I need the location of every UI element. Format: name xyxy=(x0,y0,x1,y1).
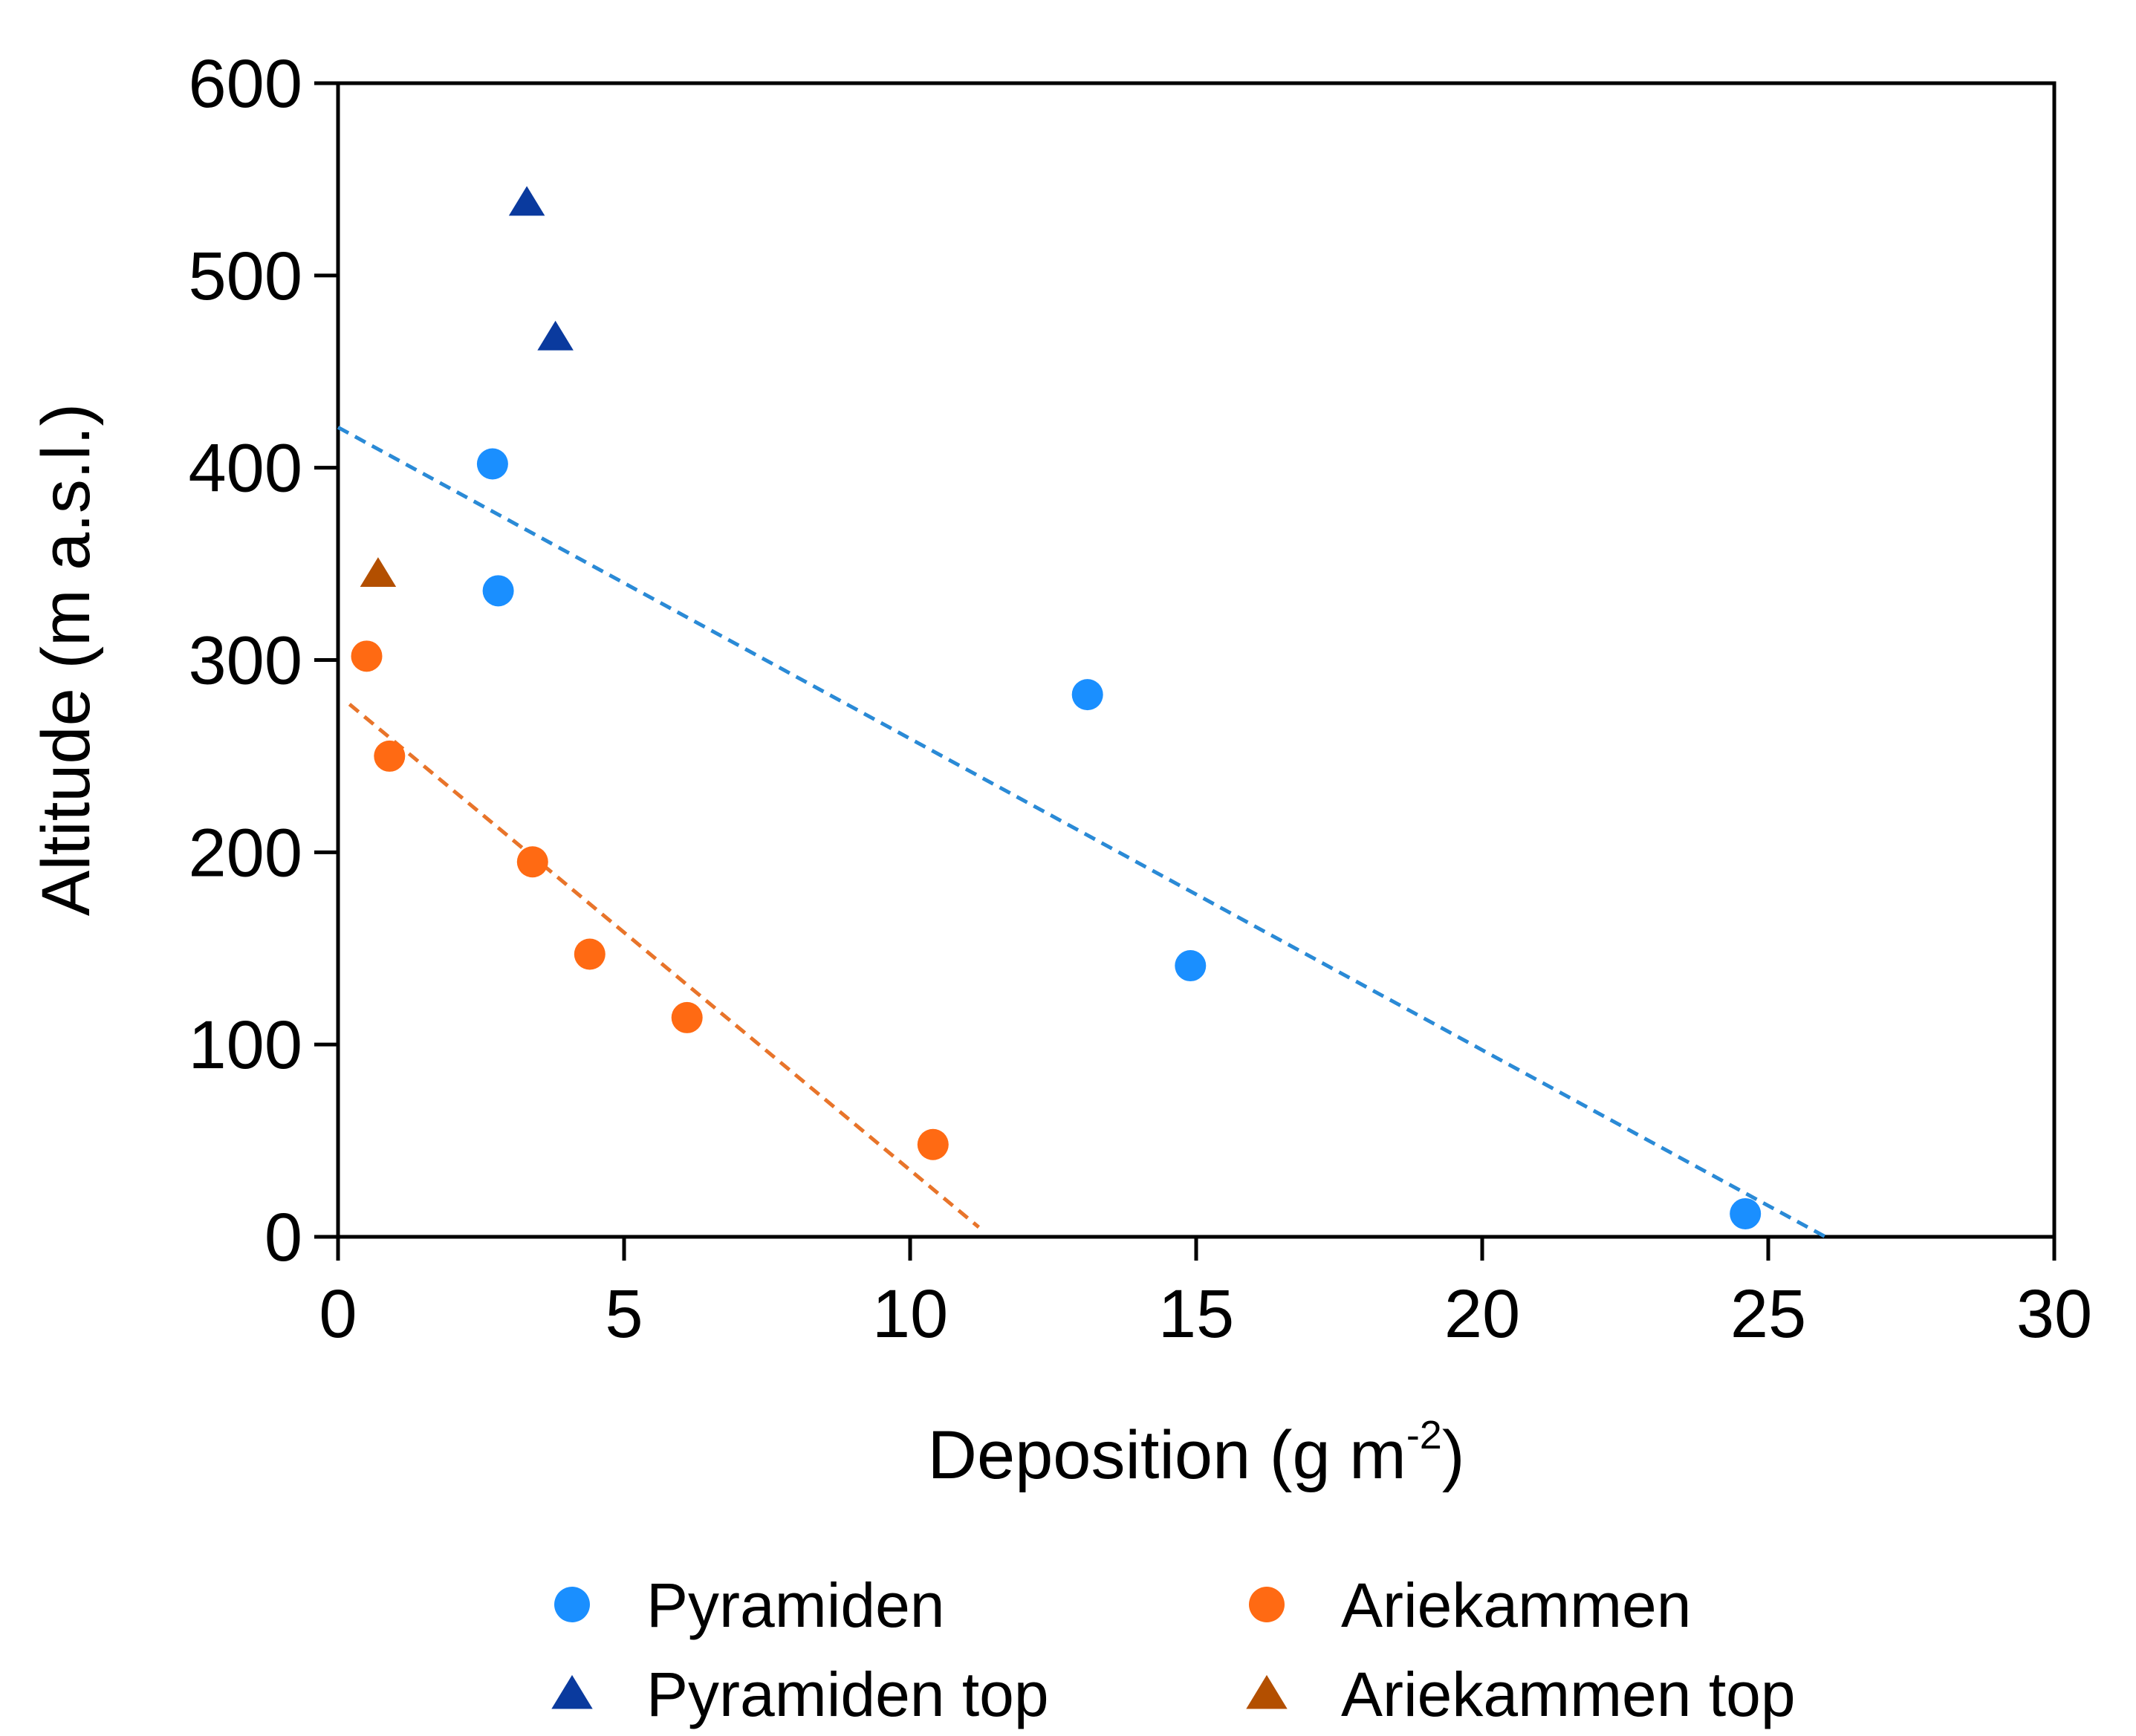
ariekammen-point xyxy=(917,1128,949,1160)
x-axis-title: Deposition (g m-2) xyxy=(928,1413,1465,1493)
ariekammen-top-legend-label: Ariekammen top xyxy=(1341,1659,1796,1729)
ariekammen-point xyxy=(374,740,406,772)
pyramiden-point xyxy=(476,448,508,480)
pyramiden-point xyxy=(1071,679,1103,711)
legend: Pyramiden Ariekammen Pyramiden top Ariekamm… xyxy=(551,1570,1796,1729)
ariekammen-top-point xyxy=(360,557,397,587)
y-axis-title: Altitude (m a.s.l.) xyxy=(28,403,104,916)
data-points xyxy=(351,186,1762,1229)
pyramiden-top-legend-label: Pyramiden top xyxy=(646,1659,1049,1729)
plot-frame xyxy=(336,81,2057,1239)
trendlines xyxy=(337,426,1827,1239)
pyramiden-point xyxy=(1730,1197,1762,1229)
y-tick-label: 600 xyxy=(189,46,303,122)
x-axis-title-close: ) xyxy=(1442,1417,1465,1493)
x-tick-label: 20 xyxy=(1444,1276,1520,1352)
x-axis-title-main: Deposition (g m xyxy=(928,1417,1406,1493)
pyramiden-legend-marker xyxy=(554,1587,590,1622)
ariekammen-legend-marker xyxy=(1249,1587,1285,1622)
pyramiden-point xyxy=(482,575,514,607)
ariekammen-point xyxy=(516,846,548,878)
x-tick-label: 30 xyxy=(2016,1276,2092,1352)
pyramiden-legend-label: Pyramiden xyxy=(646,1570,945,1640)
x-tick-label: 0 xyxy=(319,1276,357,1352)
pyramiden-top-legend-marker xyxy=(551,1674,593,1709)
pyramiden-trend-line xyxy=(337,426,1827,1239)
ariekammen-legend-label: Ariekammen xyxy=(1341,1570,1691,1640)
ariekammen-point xyxy=(671,1001,703,1033)
ariekammen-point xyxy=(351,640,383,672)
x-tick-label: 5 xyxy=(605,1276,643,1352)
pyramiden-top-point xyxy=(537,320,574,351)
pyramiden-top-point xyxy=(508,186,545,216)
y-tick-label: 400 xyxy=(189,431,303,507)
x-axis-title-superscript: -2 xyxy=(1406,1413,1442,1457)
y-tick-label: 300 xyxy=(189,623,303,699)
y-tick-label: 500 xyxy=(189,238,303,314)
y-tick-label: 0 xyxy=(264,1200,302,1275)
x-tick-label: 25 xyxy=(1730,1276,1806,1352)
x-tick-label: 15 xyxy=(1158,1276,1234,1352)
ariekammen-trend-line xyxy=(348,703,980,1229)
x-tick-label: 10 xyxy=(872,1276,948,1352)
y-tick-label: 200 xyxy=(189,815,303,891)
y-tick-label: 100 xyxy=(189,1007,303,1083)
ariekammen-point xyxy=(574,938,606,970)
ariekammen-top-legend-marker xyxy=(1246,1674,1288,1709)
pyramiden-point xyxy=(1175,950,1207,982)
